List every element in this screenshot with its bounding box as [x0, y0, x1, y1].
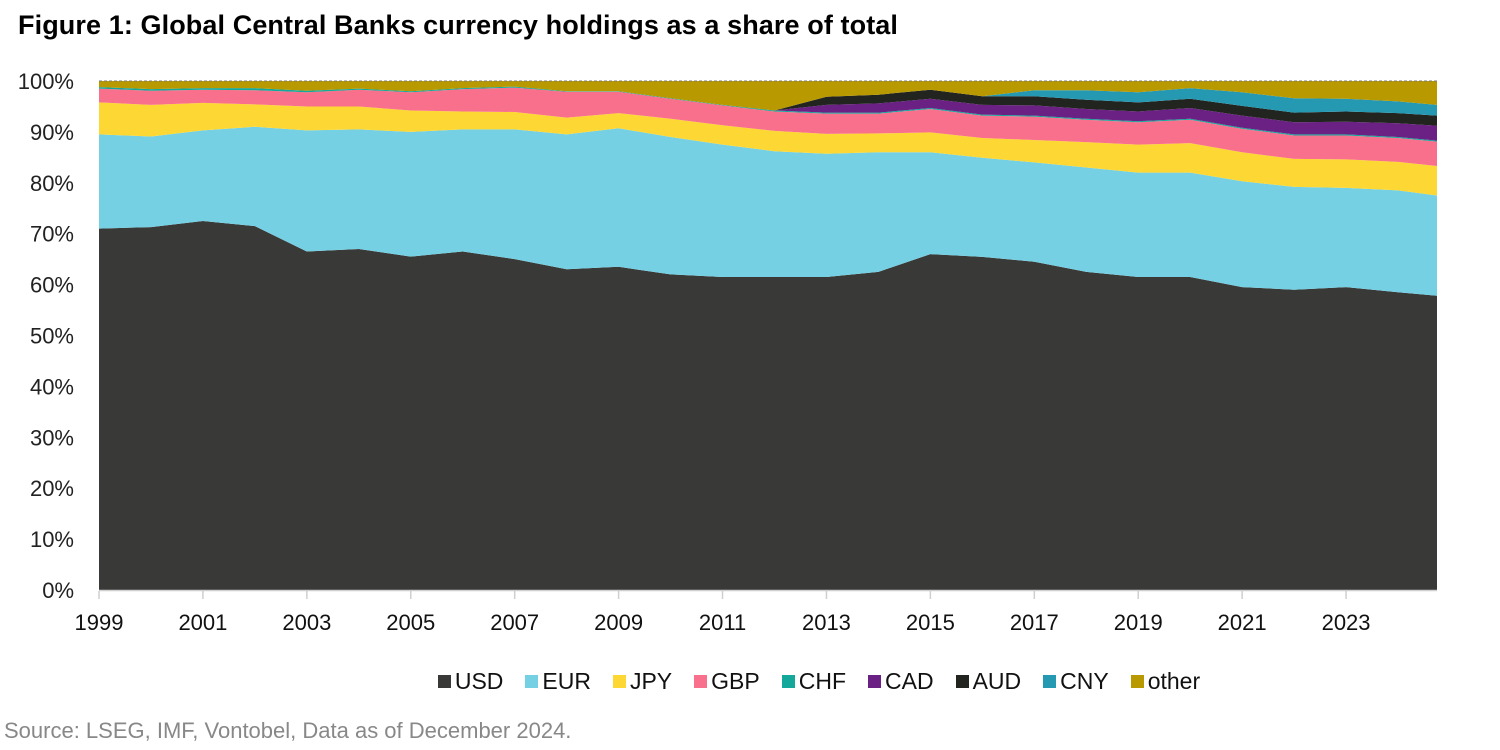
x-tick-label: 2021 — [1218, 610, 1267, 635]
legend-label: EUR — [542, 668, 591, 694]
legend-swatch — [612, 675, 626, 688]
legend-label: CAD — [885, 668, 934, 694]
x-tick-label: 2009 — [594, 610, 643, 635]
x-tick-label: 2001 — [178, 610, 227, 635]
legend-swatch — [781, 675, 795, 688]
legend-item-cny: CNY — [1043, 668, 1109, 695]
x-tick-label: 1999 — [75, 610, 124, 635]
legend-swatch — [1043, 675, 1057, 688]
legend-swatch — [525, 675, 539, 688]
area-usd — [99, 221, 1437, 590]
area-aud — [99, 86, 1437, 126]
legend-swatch — [694, 675, 708, 688]
y-tick-label: 50% — [30, 324, 74, 349]
y-tick-label: 90% — [30, 120, 74, 145]
x-axis: 1999 2001 2003 2005 2007 2009 2011 2013 2015 2017… — [75, 591, 1371, 635]
x-tick-label: 2013 — [802, 610, 851, 635]
legend-item-other: other — [1130, 668, 1201, 695]
area-cny — [99, 86, 1437, 116]
legend-label: CNY — [1060, 668, 1109, 694]
y-axis: 0% 10% 20% 30% 40% 50% 60% 70% 80% 90% 100% — [18, 69, 74, 603]
legend-item-gbp: GBP — [694, 668, 760, 695]
y-tick-label: 80% — [30, 171, 74, 196]
y-tick-label: 60% — [30, 273, 74, 298]
chart-title: Figure 1: Global Central Banks currency … — [18, 10, 899, 40]
x-tick-label: 2005 — [386, 610, 435, 635]
x-tick-label: 2011 — [699, 610, 746, 635]
x-tick-label: 2003 — [282, 610, 331, 635]
area-jpy — [99, 102, 1437, 196]
area-layers — [99, 81, 1437, 590]
legend-item-chf: CHF — [781, 668, 847, 695]
legend-swatch — [955, 675, 969, 688]
x-tick-label: 2017 — [1010, 610, 1059, 635]
legend-label: CHF — [798, 668, 847, 694]
legend-item-jpy: JPY — [612, 668, 673, 695]
y-tick-label: 40% — [30, 374, 74, 399]
area-gbp — [99, 87, 1437, 166]
y-tick-label: 10% — [30, 527, 74, 552]
y-tick-label: 30% — [30, 425, 74, 450]
legend-item-eur: EUR — [525, 668, 591, 695]
legend-item-aud: AUD — [955, 668, 1022, 695]
legend-label: USD — [454, 668, 504, 694]
area-other — [99, 81, 1437, 111]
x-tick-label: 2007 — [490, 610, 539, 635]
legend: USD EUR JPY GBP CHF CAD AUD CNY other — [0, 668, 1500, 695]
legend-swatch — [868, 675, 882, 688]
legend-swatch — [437, 675, 451, 688]
y-tick-label: 0% — [42, 578, 74, 603]
y-tick-label: 70% — [30, 222, 74, 247]
legend-label: AUD — [972, 668, 1022, 694]
x-tick-label: 2015 — [906, 610, 955, 635]
x-tick-label: 2019 — [1114, 610, 1163, 635]
y-tick-label: 100% — [18, 69, 74, 94]
legend-label: other — [1147, 668, 1201, 694]
source-note: Source: LSEG, IMF, Vontobel, Data as of … — [4, 718, 572, 743]
legend-item-usd: USD — [437, 668, 504, 695]
y-tick-label: 20% — [30, 476, 74, 501]
area-cad — [99, 86, 1437, 141]
area-eur — [99, 126, 1437, 296]
legend-swatch — [1130, 675, 1144, 688]
legend-item-cad: CAD — [868, 668, 934, 695]
legend-label: JPY — [629, 668, 673, 694]
stacked-area-chart: 0% 10% 20% 30% 40% 50% 60% 70% 80% 90% 100% 1999 20… — [18, 69, 1437, 635]
legend-label: GBP — [711, 668, 760, 694]
x-tick-label: 2023 — [1322, 610, 1371, 635]
